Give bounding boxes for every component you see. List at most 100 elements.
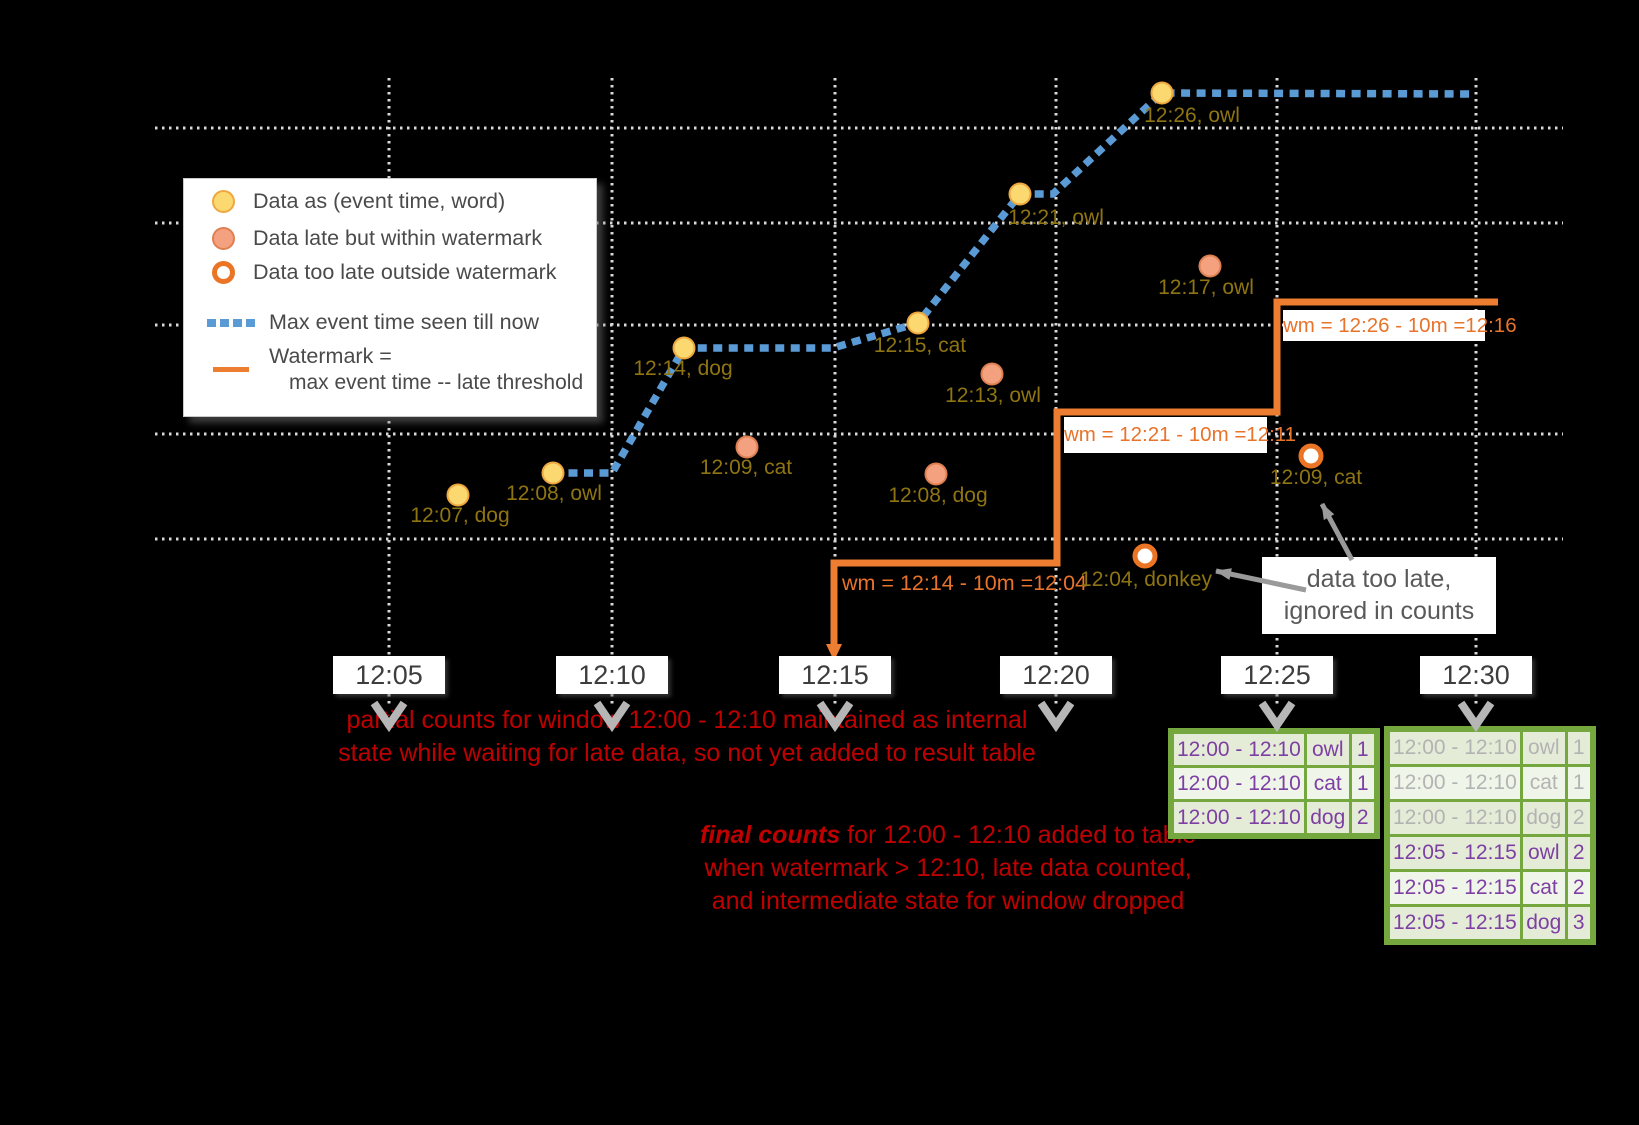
word-cell: dog	[1522, 802, 1565, 834]
legend-label: Max event time seen till now	[269, 310, 540, 334]
watermark-label-2: wm = 12:21 - 10m =12:11	[1064, 417, 1296, 453]
tick-12-10: 12:10	[556, 656, 668, 694]
down-arrow-icon	[1457, 700, 1495, 733]
data-point-on-time	[541, 461, 565, 485]
partial-counts-line1: partial counts for window 12:00 - 12:10 …	[346, 706, 1028, 734]
note-pointer-arrows	[1215, 502, 1355, 593]
legend-label: Data too late outside watermark	[253, 260, 557, 284]
tick-12-05: 12:05	[333, 656, 445, 694]
data-point-label: 12:08, dog	[888, 484, 988, 507]
watermark-label-1: wm = 12:14 - 10m =12:04	[842, 571, 1088, 595]
too-late-note-line2: ignored in counts	[1283, 597, 1475, 625]
data-point-label: 12:04, donkey	[1080, 568, 1212, 591]
data-point-label: 12:09, cat	[1269, 466, 1363, 489]
result-table-12-30: 12:00 - 12:10 owl 1 12:00 - 12:10 cat 1 …	[1384, 726, 1596, 945]
legend-label: Watermark =	[269, 344, 392, 368]
count-cell: 3	[1567, 907, 1590, 939]
data-point-late	[735, 435, 759, 459]
count-cell: 1	[1567, 732, 1590, 764]
window-cell: 12:00 - 12:10	[1390, 767, 1520, 799]
count-cell: 2	[1567, 802, 1590, 834]
down-arrow-icon	[370, 700, 408, 733]
table-row: 12:00 - 12:10 cat 1	[1174, 768, 1374, 799]
table-row: 12:00 - 12:10 owl 1	[1174, 734, 1374, 765]
final-counts-line1: final counts for 12:00 - 12:10 added to …	[640, 819, 1256, 852]
word-cell: owl	[1522, 837, 1565, 869]
count-cell: 2	[1567, 837, 1590, 869]
too-late-note-line1: data too late,	[1306, 565, 1452, 593]
too-late-note: data too late, ignored in counts	[1262, 557, 1496, 634]
table-row: 12:05 - 12:15 dog 3	[1390, 907, 1590, 939]
window-cell: 12:00 - 12:10	[1174, 768, 1304, 799]
down-arrow-icon	[1258, 700, 1296, 733]
window-cell: 12:05 - 12:15	[1390, 837, 1520, 869]
legend-item-on-time: Data as (event time, word)	[208, 189, 505, 214]
too-late-ring-icon	[208, 261, 238, 284]
table-row: 12:00 - 12:10 cat 1	[1390, 767, 1590, 799]
watermark-label-3: wm = 12:26 - 10m =12:16	[1283, 310, 1517, 341]
table-row: 12:05 - 12:15 cat 2	[1390, 872, 1590, 904]
down-arrow-icon	[1037, 700, 1075, 733]
legend-item-too-late: Data too late outside watermark	[208, 260, 557, 285]
data-point-label: 12:15, cat	[873, 334, 967, 357]
axis-arrowheads	[370, 700, 1495, 733]
count-cell: 1	[1567, 767, 1590, 799]
blue-dashed-line-icon	[207, 318, 255, 327]
legend-item-watermark: Watermark =	[208, 341, 392, 372]
data-point-on-time	[1008, 182, 1032, 206]
data-point-late	[1198, 254, 1222, 278]
tick-12-25: 12:25	[1221, 656, 1333, 694]
final-counts-annotation: final counts for 12:00 - 12:10 added to …	[640, 819, 1256, 918]
word-cell: cat	[1306, 768, 1349, 799]
down-arrow-icon	[593, 700, 631, 733]
legend-item-watermark-line2: max event time -- late threshold	[289, 371, 583, 395]
data-point-on-time	[1150, 81, 1174, 105]
window-cell: 12:00 - 12:10	[1174, 802, 1304, 833]
down-arrow-icon	[816, 700, 854, 733]
data-point-label: 12:08, owl	[506, 482, 602, 505]
legend-label: max event time -- late threshold	[289, 371, 584, 394]
legend-item-max-event-time: Max event time seen till now	[207, 310, 540, 335]
window-cell: 12:00 - 12:10	[1390, 802, 1520, 834]
legend: Data as (event time, word) Data late but…	[183, 178, 597, 417]
word-cell: owl	[1306, 734, 1349, 765]
late-dot-icon	[208, 227, 238, 250]
word-cell: dog	[1306, 802, 1349, 833]
final-counts-emphasis: final counts	[699, 821, 841, 849]
watermark-arrow-tip	[826, 644, 842, 661]
count-cell: 2	[1351, 802, 1374, 833]
word-cell: cat	[1522, 767, 1565, 799]
watermark-line	[830, 298, 1498, 648]
window-cell: 12:00 - 12:10	[1390, 732, 1520, 764]
on-time-dot-icon	[208, 190, 238, 213]
legend-label: Data as (event time, word)	[253, 189, 506, 213]
final-counts-line2: when watermark > 12:10, late data counte…	[704, 854, 1192, 882]
data-point-label: 12:13, owl	[945, 384, 1041, 407]
tick-12-30: 12:30	[1420, 656, 1532, 694]
data-point-label: 12:26, owl	[1144, 104, 1240, 127]
window-cell: 12:05 - 12:15	[1390, 907, 1520, 939]
word-cell: cat	[1522, 872, 1565, 904]
data-point-label: 12:14, dog	[633, 357, 733, 380]
arrow-to-too-late-point	[1319, 502, 1355, 562]
final-counts-line1-rest: for 12:00 - 12:10 added to table	[840, 821, 1197, 849]
word-cell: owl	[1522, 732, 1565, 764]
data-point-label: 12:21, owl	[1008, 206, 1104, 229]
count-cell: 2	[1567, 872, 1590, 904]
table-row: 12:00 - 12:10 dog 2	[1174, 802, 1374, 833]
window-cell: 12:05 - 12:15	[1390, 872, 1520, 904]
data-point-label: 12:17, owl	[1158, 276, 1254, 299]
partial-counts-line2: state while waiting for late data, so no…	[338, 739, 1036, 767]
data-point-too-late	[1298, 443, 1324, 469]
data-point-on-time	[906, 311, 930, 335]
result-table-12-25: 12:00 - 12:10 owl 1 12:00 - 12:10 cat 1 …	[1168, 728, 1380, 839]
word-cell: dog	[1522, 907, 1565, 939]
data-point-label: 12:09, cat	[699, 456, 793, 479]
tick-12-15: 12:15	[779, 656, 891, 694]
legend-item-late: Data late but within watermark	[208, 226, 542, 251]
orange-line-icon	[208, 341, 254, 372]
count-cell: 1	[1351, 768, 1374, 799]
data-point-on-time	[446, 483, 470, 507]
